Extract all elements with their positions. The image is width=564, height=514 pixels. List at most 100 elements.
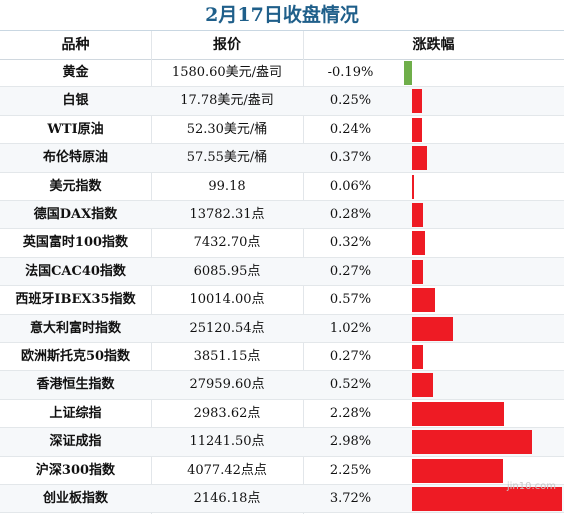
- row-name: 布伦特原油: [42, 150, 108, 166]
- row-divider: [0, 143, 564, 145]
- table-row: 布伦特原油 57.55美元/桶 0.37%: [0, 144, 564, 173]
- table-row: 欧洲斯托克50指数 3851.15点 0.27%: [0, 343, 564, 371]
- table-row: 黄金 1580.60美元/盎司 -0.19%: [0, 59, 564, 87]
- bar-positive: [412, 89, 423, 114]
- row-divider: [0, 455, 564, 457]
- bar-positive: [412, 430, 533, 455]
- table-row: 白银 17.78美元/盎司 0.25%: [0, 87, 564, 116]
- row-divider: [0, 484, 564, 485]
- header-name: 品种: [61, 37, 90, 53]
- row-price: 17.78美元/盎司: [180, 93, 274, 109]
- row-change-label: 2.25%: [329, 462, 372, 478]
- row-name: 意大利富时指数: [29, 320, 121, 336]
- table-row: 沪深300指数 4077.42点点 2.25%: [0, 457, 564, 485]
- row-change-label: 2.28%: [329, 405, 372, 421]
- row-change-label: 0.06%: [329, 178, 372, 194]
- row-change-label: 3.72%: [329, 491, 372, 506]
- row-divider: [0, 427, 564, 429]
- table-row: 意大利富时指数 25120.54点 1.02%: [0, 314, 564, 343]
- row-change-label: 0.57%: [329, 292, 372, 308]
- row-change-label: 2.98%: [329, 434, 372, 450]
- row-change-label: 0.32%: [329, 235, 372, 251]
- bar-positive: [412, 288, 435, 313]
- table-row: 深证成指 11241.50点 2.98%: [0, 428, 564, 457]
- row-divider: [0, 228, 564, 230]
- page-title: 2月17日收盘情况: [0, 0, 564, 31]
- row-change-label: 0.25%: [329, 93, 372, 109]
- row-name: 白银: [62, 93, 89, 109]
- row-divider: [0, 171, 564, 173]
- watermark: jin10.com: [506, 481, 556, 492]
- bar-positive: [412, 203, 424, 227]
- row-price: 7432.70点: [193, 235, 261, 251]
- row-price: 2146.18点: [193, 491, 261, 506]
- row-divider: [0, 114, 564, 116]
- row-name: 上证综指: [49, 405, 102, 421]
- row-name: WTI原油: [47, 121, 104, 137]
- row-price: 4077.42点点: [187, 462, 267, 478]
- row-price: 25120.54点: [189, 320, 265, 336]
- bar-positive: [412, 373, 433, 398]
- row-change-label: 0.37%: [329, 150, 372, 166]
- row-divider: [0, 342, 564, 343]
- row-name: 法国CAC40指数: [25, 263, 126, 279]
- bar-positive: [412, 487, 562, 511]
- row-price: 1580.60美元/盎司: [171, 65, 283, 80]
- row-change-label: 0.24%: [329, 121, 372, 137]
- bar-positive: [412, 146, 427, 171]
- row-name: 德国DAX指数: [33, 207, 118, 222]
- bar-negative: [404, 61, 412, 85]
- row-change-label: 0.27%: [329, 263, 372, 279]
- bar-positive: [412, 231, 425, 256]
- row-name: 美元指数: [49, 178, 102, 194]
- row-divider: [0, 313, 564, 315]
- row-change-label: 0.27%: [329, 349, 372, 364]
- row-price: 27959.60点: [189, 377, 265, 393]
- row-change-label: -0.19%: [327, 65, 374, 80]
- table-row: 西班牙IBEX35指数 10014.00点 0.57%: [0, 286, 564, 314]
- bar-positive: [412, 458, 503, 483]
- row-price: 11241.50点: [189, 434, 265, 450]
- table-row: WTI原油 52.30美元/桶 0.24%: [0, 116, 564, 144]
- row-divider: [0, 398, 564, 400]
- bar-positive: [412, 259, 423, 284]
- row-change-label: 1.02%: [329, 320, 372, 336]
- row-change-label: 0.52%: [329, 377, 372, 393]
- row-price: 3851.15点: [193, 349, 261, 364]
- row-divider: [0, 370, 564, 372]
- row-name: 香港恒生指数: [36, 377, 115, 393]
- table-row: 德国DAX指数 13782.31点 0.28%: [0, 201, 564, 229]
- bar-positive: [412, 401, 504, 426]
- bar-positive: [412, 174, 415, 199]
- row-name: 欧洲斯托克50指数: [20, 349, 131, 364]
- table-row: 创业板指数 2146.18点 3.72%: [0, 485, 564, 513]
- bar-positive: [412, 316, 454, 341]
- header-price: 报价: [213, 37, 241, 53]
- row-price: 2983.62点: [193, 405, 261, 421]
- bar-positive: [412, 345, 423, 369]
- row-price: 10014.00点: [189, 292, 265, 308]
- table-row: 香港恒生指数 27959.60点 0.52%: [0, 371, 564, 400]
- table-row: 法国CAC40指数 6085.95点 0.27%: [0, 257, 564, 286]
- row-divider: [0, 285, 564, 287]
- row-name: 黄金: [62, 65, 89, 80]
- row-divider: [0, 512, 564, 514]
- row-divider: [0, 256, 564, 258]
- row-price: 99.18: [208, 178, 246, 194]
- table-row: 美元指数 99.18 0.06%: [0, 173, 564, 201]
- row-name: 深证成指: [49, 434, 102, 450]
- row-price: 57.55美元/桶: [186, 150, 268, 166]
- row-divider: [0, 86, 564, 88]
- header-change: 涨跌幅: [412, 37, 455, 53]
- row-name: 英国富时100指数: [22, 235, 129, 251]
- row-name: 沪深300指数: [35, 462, 116, 478]
- row-price: 52.30美元/桶: [186, 121, 268, 137]
- row-price: 6085.95点: [193, 263, 261, 279]
- bar-positive: [412, 117, 422, 142]
- row-name: 创业板指数: [42, 491, 108, 506]
- table-header: 品种 报价 涨跌幅: [0, 31, 564, 60]
- row-change-label: 0.28%: [329, 207, 372, 222]
- table-row: 英国富时100指数 7432.70点 0.32%: [0, 229, 564, 257]
- row-divider: [0, 200, 564, 201]
- row-name: 西班牙IBEX35指数: [15, 292, 136, 308]
